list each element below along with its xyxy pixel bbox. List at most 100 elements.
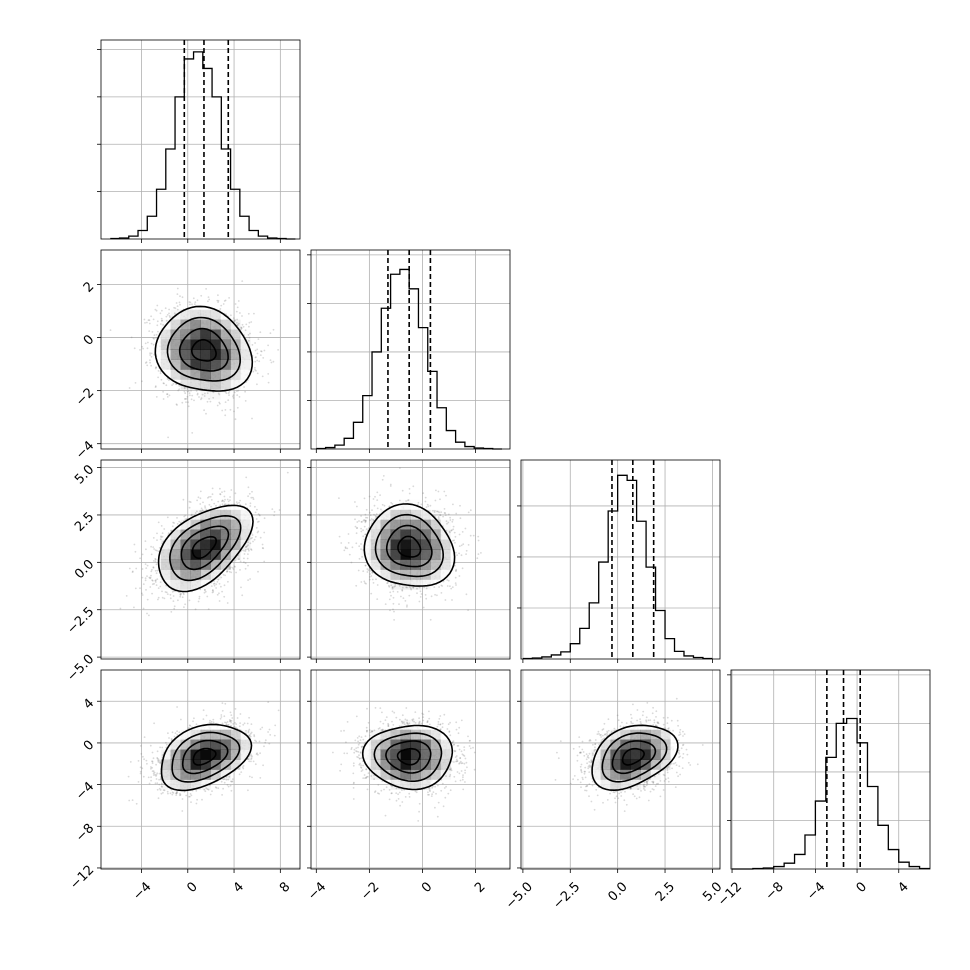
sample-point <box>247 564 249 567</box>
sample-point <box>445 520 448 523</box>
sample-point <box>141 380 143 383</box>
sample-point <box>241 315 243 317</box>
sample-point <box>228 570 231 573</box>
sample-point <box>188 500 191 503</box>
sample-point <box>159 581 162 584</box>
sample-point <box>252 496 254 499</box>
sample-point <box>219 487 221 490</box>
density-bin <box>220 379 231 390</box>
sample-point <box>247 312 250 315</box>
density-bin <box>200 359 211 370</box>
sample-point <box>168 394 171 397</box>
sample-point <box>253 538 256 541</box>
density-bin <box>170 579 181 590</box>
sample-point <box>391 586 394 589</box>
sample-point <box>150 570 153 573</box>
sample-point <box>239 503 242 506</box>
sample-point <box>254 505 256 508</box>
sample-point <box>250 548 253 551</box>
sample-point <box>247 553 249 555</box>
sample-point <box>161 590 163 593</box>
sample-point <box>189 394 191 397</box>
sample-point <box>223 595 226 598</box>
sample-point <box>365 520 367 522</box>
sample-point <box>172 590 175 592</box>
sample-point <box>201 393 204 396</box>
sample-point <box>254 511 257 514</box>
sample-point <box>249 578 252 580</box>
density-bin <box>220 349 231 360</box>
sample-point <box>199 497 202 500</box>
sample-point <box>437 490 440 493</box>
sample-point <box>154 386 157 388</box>
sample-point <box>150 352 153 355</box>
sample-point <box>160 378 163 381</box>
sample-point <box>452 518 454 521</box>
sample-point <box>168 315 171 317</box>
sample-point <box>224 391 227 393</box>
sample-point <box>226 570 228 573</box>
sample-point <box>171 384 174 386</box>
sample-point <box>154 385 157 388</box>
sample-point <box>177 599 179 602</box>
sample-point <box>355 584 358 587</box>
density-bin <box>180 529 191 540</box>
sample-point <box>169 316 171 318</box>
sample-point <box>189 501 192 503</box>
sample-point <box>248 321 251 324</box>
sample-point <box>260 350 262 352</box>
sample-point <box>145 589 147 591</box>
sample-point <box>399 499 401 502</box>
density-bin <box>180 559 191 570</box>
sample-point <box>226 570 229 572</box>
sample-point <box>367 569 370 572</box>
sample-point <box>166 378 169 380</box>
sample-point <box>259 331 262 334</box>
sample-point <box>148 330 151 332</box>
histogram-step-2 <box>522 474 713 660</box>
density-bin <box>220 329 231 340</box>
sample-point <box>200 398 202 401</box>
sample-point <box>155 309 158 312</box>
sample-point <box>152 546 155 548</box>
sample-point <box>228 391 231 393</box>
sample-point <box>374 514 377 517</box>
sample-point <box>166 393 168 395</box>
sample-point <box>178 388 181 391</box>
sample-point <box>258 520 260 523</box>
sample-point <box>189 303 191 306</box>
sample-point <box>249 505 252 507</box>
sample-point <box>224 299 227 302</box>
sample-point <box>255 356 257 358</box>
density-bin <box>180 369 191 380</box>
sample-point <box>176 305 179 307</box>
sample-point <box>225 503 228 506</box>
sample-point <box>170 611 173 613</box>
sample-point <box>156 549 158 552</box>
contour-0-2-3 <box>157 504 254 593</box>
sample-point <box>153 582 156 585</box>
sample-point <box>172 600 175 602</box>
density-bin <box>240 359 251 370</box>
density-bin <box>240 349 251 360</box>
sample-point <box>212 589 214 592</box>
sample-point <box>155 337 158 340</box>
sample-point <box>405 586 408 589</box>
sample-point <box>344 547 347 550</box>
sample-point <box>156 532 158 535</box>
sample-point <box>219 493 222 496</box>
sample-point <box>212 391 215 394</box>
sample-point <box>193 303 196 306</box>
sample-point <box>236 406 239 409</box>
sample-point <box>223 500 226 503</box>
sample-point <box>172 382 175 385</box>
density-bin <box>220 509 231 521</box>
sample-point <box>256 508 258 511</box>
sample-point <box>212 583 215 585</box>
sample-point <box>226 602 229 604</box>
sample-point <box>254 356 257 359</box>
sample-point <box>134 550 137 553</box>
density-bin <box>230 329 241 340</box>
density-bins-0-1 <box>160 309 251 390</box>
sample-point <box>149 586 152 588</box>
